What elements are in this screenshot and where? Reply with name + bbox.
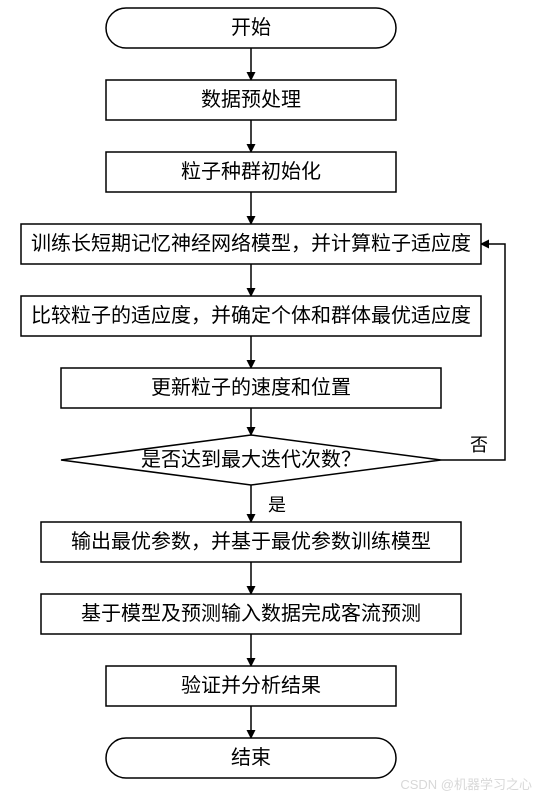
node-label: 基于模型及预测输入数据完成客流预测 xyxy=(81,602,421,625)
node-verify: 验证并分析结果 xyxy=(106,666,396,706)
flowchart-canvas: 是 否 开始数据预处理粒子种群初始化训练长短期记忆神经网络模型，并计算粒子适应度比较… xyxy=(0,0,544,801)
node-compare: 比较粒子的适应度，并确定个体和群体最优适应度 xyxy=(21,296,481,336)
edge-label: 否 xyxy=(470,435,488,455)
node-preproc: 数据预处理 xyxy=(106,80,396,120)
watermark-text: CSDN @机器学习之心 xyxy=(400,774,532,793)
edge-decision-output: 是 xyxy=(251,485,286,522)
node-output: 输出最优参数，并基于最优参数训练模型 xyxy=(41,522,461,562)
edge-decision-train: 否 xyxy=(441,244,505,460)
node-label: 粒子种群初始化 xyxy=(181,160,321,183)
node-train: 训练长短期记忆神经网络模型，并计算粒子适应度 xyxy=(21,224,481,264)
node-label: 验证并分析结果 xyxy=(181,674,321,697)
node-predict: 基于模型及预测输入数据完成客流预测 xyxy=(41,594,461,634)
node-start: 开始 xyxy=(106,8,396,48)
node-label: 开始 xyxy=(231,16,271,39)
node-label: 输出最优参数，并基于最优参数训练模型 xyxy=(71,530,431,553)
node-label: 训练长短期记忆神经网络模型，并计算粒子适应度 xyxy=(31,232,471,255)
node-label: 比较粒子的适应度，并确定个体和群体最优适应度 xyxy=(31,304,471,327)
node-init: 粒子种群初始化 xyxy=(106,152,396,192)
node-label: 结束 xyxy=(231,746,271,769)
node-label: 数据预处理 xyxy=(201,88,301,111)
node-label: 更新粒子的速度和位置 xyxy=(151,376,351,399)
node-decision: 是否达到最大迭代次数？ xyxy=(61,435,441,485)
node-end: 结束 xyxy=(106,738,396,778)
node-update: 更新粒子的速度和位置 xyxy=(61,368,441,408)
edge-label: 是 xyxy=(268,495,286,515)
node-label: 是否达到最大迭代次数？ xyxy=(141,448,361,471)
